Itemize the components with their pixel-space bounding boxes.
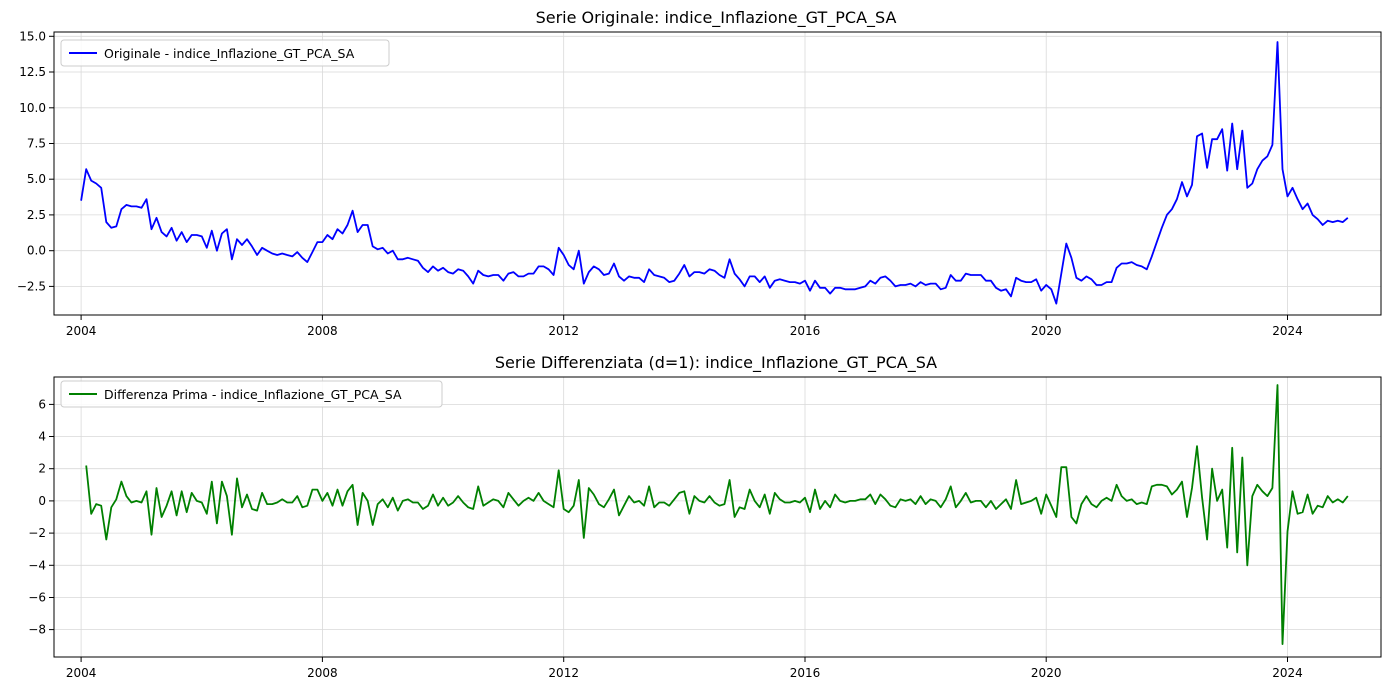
y-tick-label: 0.0 [27, 244, 46, 258]
y-tick-label: 5.0 [27, 172, 46, 186]
x-tick-label: 2024 [1272, 666, 1303, 680]
y-tick-label: −6 [28, 591, 46, 605]
y-tick-label: 15.0 [19, 29, 46, 43]
chart-title: Serie Originale: indice_Inflazione_GT_PC… [536, 8, 897, 28]
grid [54, 32, 1381, 315]
series-group [85, 384, 1349, 645]
y-tick-label: 2 [38, 462, 46, 476]
x-tick-label: 2012 [548, 666, 579, 680]
plot-frame [53, 376, 1382, 658]
chart-differenced: Serie Differenziata (d=1): indice_Inflaz… [28, 353, 1382, 680]
y-tick-label: 4 [38, 430, 46, 444]
axis-ticks: 2004 2008 2012 2016 2020 2024 −8 −6 −4 −2 0 2 4 6 [28, 397, 1302, 680]
legend-box [60, 380, 443, 408]
chart-original: Serie Originale: indice_Inflazione_GT_PC… [17, 8, 1382, 338]
series-line [80, 41, 1349, 305]
series-line [85, 384, 1349, 645]
x-tick-label: 2008 [307, 324, 338, 338]
y-tick-label: −8 [28, 623, 46, 637]
y-tick-label: 7.5 [27, 137, 46, 151]
x-tick-label: 2008 [307, 666, 338, 680]
legend: Differenza Prima - indice_Inflazione_GT_… [60, 380, 443, 408]
y-tick-label: 0 [38, 494, 46, 508]
y-tick-label: 12.5 [19, 65, 46, 79]
x-tick-label: 2016 [790, 324, 821, 338]
y-tick-label: −2.5 [17, 279, 46, 293]
legend: Originale - indice_Inflazione_GT_PCA_SA [60, 39, 390, 67]
x-tick-label: 2004 [66, 666, 97, 680]
y-tick-label: −2 [28, 526, 46, 540]
y-tick-label: 10.0 [19, 101, 46, 115]
axis-ticks: 2004 2008 2012 2016 2020 2024 −2.5 0.0 2.5 5.0 7.5… [17, 29, 1303, 338]
x-tick-label: 2016 [790, 666, 821, 680]
legend-label: Originale - indice_Inflazione_GT_PCA_SA [104, 46, 355, 61]
y-tick-label: −4 [28, 558, 46, 572]
legend-box [60, 39, 390, 67]
plot-frame [53, 31, 1382, 316]
grid [54, 377, 1381, 657]
y-tick-label: 6 [38, 397, 46, 411]
series-group [80, 41, 1349, 305]
x-tick-label: 2020 [1031, 324, 1062, 338]
y-tick-label: 2.5 [27, 208, 46, 222]
legend-label: Differenza Prima - indice_Inflazione_GT_… [104, 387, 402, 402]
x-tick-label: 2024 [1272, 324, 1303, 338]
x-tick-label: 2004 [66, 324, 97, 338]
x-tick-label: 2012 [548, 324, 579, 338]
x-tick-label: 2020 [1031, 666, 1062, 680]
chart-title: Serie Differenziata (d=1): indice_Inflaz… [495, 353, 937, 373]
